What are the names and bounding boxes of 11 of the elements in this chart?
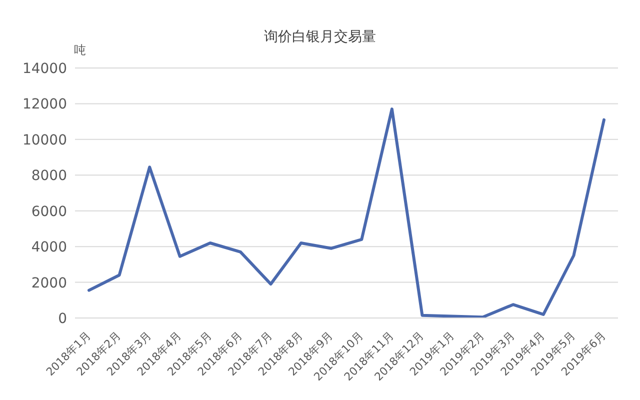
y-tick-label: 4000 xyxy=(31,240,67,256)
y-axis-title: 吨 xyxy=(74,42,86,59)
line-series xyxy=(88,108,606,318)
y-tick-label: 12000 xyxy=(22,96,67,113)
y-tick-label: 2000 xyxy=(31,275,67,292)
y-tick-label: 10000 xyxy=(22,132,67,148)
chart-title: 询价白银月交易量 xyxy=(264,29,376,45)
y-tick-label: 14000 xyxy=(22,60,67,77)
y-tick-label: 6000 xyxy=(31,204,67,220)
y-tick-label: 8000 xyxy=(31,168,67,184)
y-tick-label: 0 xyxy=(58,310,67,327)
